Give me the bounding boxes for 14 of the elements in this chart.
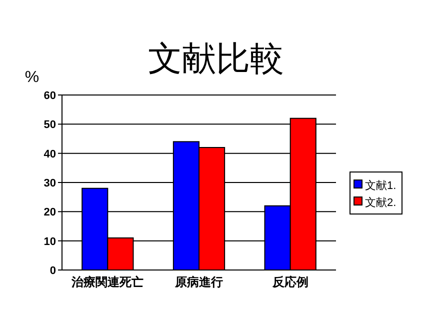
x-tick-label: 治療関連死亡 — [70, 275, 144, 289]
x-tick-label: 反応例 — [271, 275, 308, 289]
y-tick-label: 30 — [44, 178, 56, 190]
y-tick-label: 60 — [44, 90, 56, 102]
y-tick-label: 0 — [50, 265, 56, 277]
y-tick-label: 20 — [44, 206, 56, 219]
legend-label: 文献1. — [365, 179, 396, 192]
x-tick-label: 原病進行 — [174, 275, 223, 289]
y-tick-label: 50 — [44, 119, 56, 132]
y-tick-label: 10 — [44, 236, 56, 248]
y-axis-title: % — [24, 69, 40, 86]
y-tick-label: 40 — [44, 148, 56, 160]
legend-label: 文献2. — [365, 196, 396, 209]
chart-title: 文献比較 — [148, 40, 284, 78]
